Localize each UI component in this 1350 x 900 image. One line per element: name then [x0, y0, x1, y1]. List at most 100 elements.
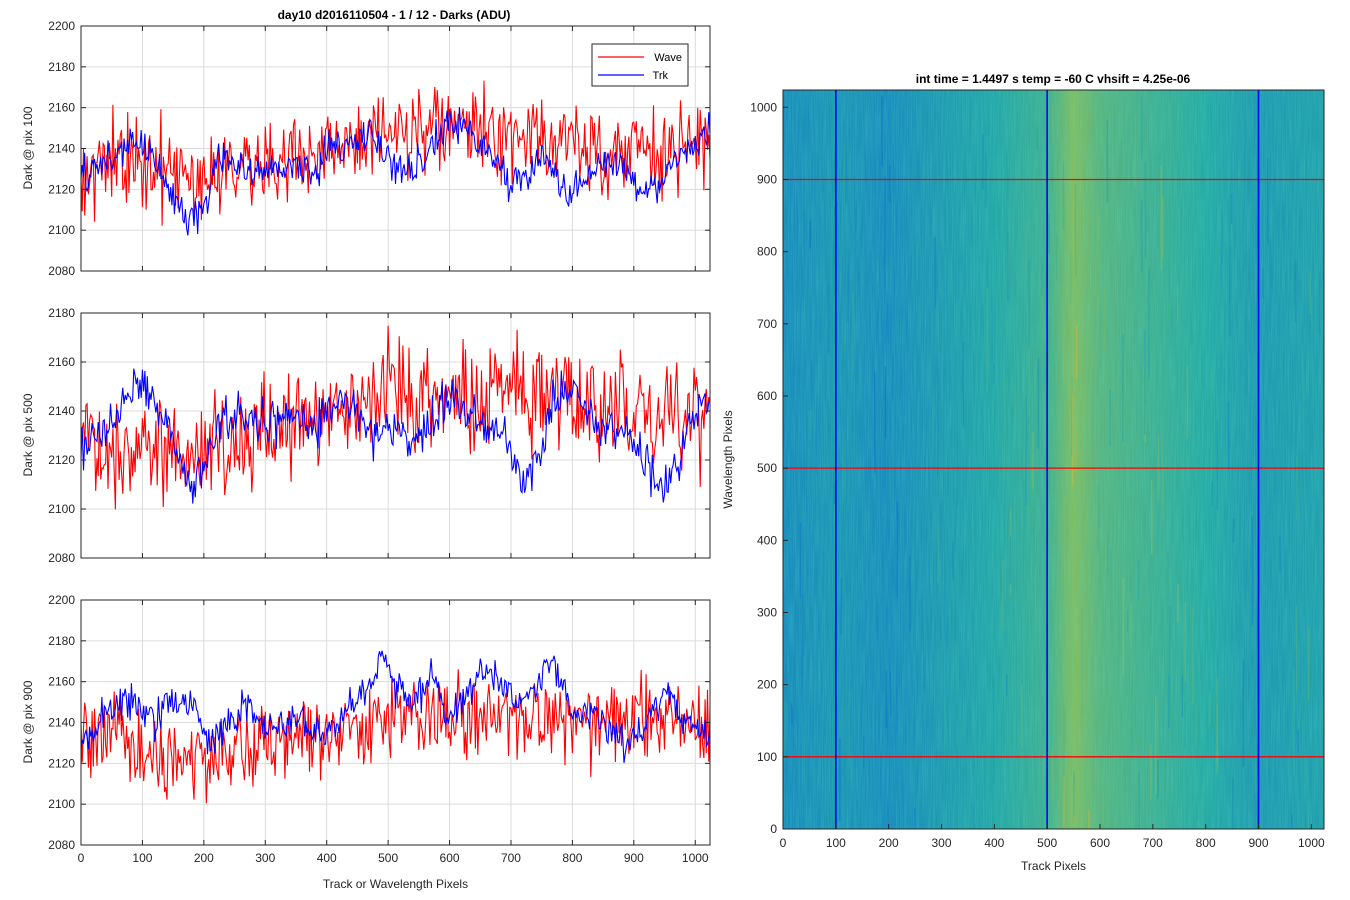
heatmap-streak	[1023, 482, 1025, 560]
heatmap-streak	[1063, 775, 1065, 829]
y-tick-label: 2080	[48, 264, 75, 278]
heatmap-streak	[796, 278, 799, 310]
heatmap-streak	[1322, 165, 1324, 245]
heatmap-streak	[1157, 760, 1159, 799]
heatmap-streak	[1176, 282, 1179, 325]
heatmap-streak	[890, 672, 892, 716]
heatmap-streak	[1251, 209, 1253, 279]
x-tick-label: 800	[562, 851, 582, 865]
heatmap-streak	[1052, 102, 1054, 144]
heatmap-streak	[874, 371, 876, 474]
heatmap-streak	[1272, 184, 1275, 211]
heatmap-streak	[991, 133, 994, 186]
heatmap-streak	[1107, 534, 1109, 574]
heatmap-streak	[860, 808, 862, 829]
heatmap-streak	[1292, 666, 1295, 776]
heatmap-streak	[1048, 214, 1050, 254]
heatmap-streak	[884, 390, 886, 488]
heatmap-streak	[1168, 674, 1170, 729]
heatmap-streak	[1307, 627, 1310, 700]
heatmap-streak	[876, 259, 879, 284]
heatmap-streak	[1132, 530, 1134, 559]
heatmap-streak	[1211, 481, 1213, 507]
heatmap-streak	[1317, 789, 1320, 829]
heatmap-streak	[896, 683, 898, 734]
heatmap-x-tick-label: 900	[1248, 836, 1268, 850]
heatmap-streak	[1155, 695, 1157, 795]
heatmap-streak	[827, 811, 830, 829]
x-tick-label: 100	[132, 851, 152, 865]
heatmap-texture	[783, 90, 1324, 829]
heatmap-streak	[1007, 231, 1009, 301]
heatmap-streak	[952, 541, 954, 580]
heatmap-streak	[1001, 560, 1004, 631]
heatmap-streak	[1092, 369, 1094, 478]
heatmap-streak	[1208, 772, 1210, 829]
heatmap-streak	[1069, 249, 1072, 305]
heatmap-streak	[852, 292, 854, 372]
heatmap-streak	[967, 393, 969, 444]
heatmap-streak	[1032, 432, 1034, 489]
heatmap-streak	[863, 735, 865, 768]
heatmap-streak	[833, 206, 835, 266]
heatmap-x-tick-label: 300	[931, 836, 951, 850]
heatmap-streak	[799, 522, 802, 599]
heatmap-streak	[1127, 609, 1129, 632]
y-tick-label: 2080	[48, 838, 75, 852]
x-tick-label: 400	[317, 851, 337, 865]
heatmap-streak	[850, 652, 852, 691]
heatmap-y-tick-label: 700	[757, 317, 777, 331]
y-axis-label: Dark @ pix 500	[21, 393, 35, 476]
heatmap-streak	[1063, 708, 1065, 807]
heatmap-y-tick-label: 800	[757, 245, 777, 259]
heatmap-chart: int time = 1.4497 s temp = -60 C vhsift …	[721, 72, 1325, 873]
heatmap-streak	[1057, 141, 1059, 178]
heatmap-streak	[1121, 139, 1123, 177]
heatmap-streak	[1051, 746, 1053, 799]
heatmap-streak	[1017, 507, 1019, 611]
heatmap-streak	[1309, 271, 1311, 314]
heatmap-x-tick-label: 200	[879, 836, 899, 850]
x-tick-label: 300	[255, 851, 275, 865]
heatmap-streak	[1063, 328, 1065, 382]
y-tick-label: 2140	[48, 404, 75, 418]
heatmap-streak	[896, 501, 898, 598]
heatmap-streak	[790, 406, 792, 456]
heatmap-streak	[1239, 501, 1242, 608]
heatmap-streak	[1098, 213, 1100, 312]
heatmap-streak	[1024, 222, 1027, 276]
heatmap-streak	[845, 135, 848, 203]
heatmap-streak	[1063, 495, 1065, 582]
heatmap-streak	[835, 202, 838, 294]
heatmap-streak	[1208, 609, 1210, 640]
heatmap-streak	[1318, 272, 1321, 333]
heatmap-streak	[1071, 394, 1074, 487]
heatmap-streak	[793, 655, 795, 750]
heatmap-streak	[807, 410, 810, 494]
heatmap-streak	[1295, 605, 1298, 691]
heatmap-streak	[1148, 268, 1150, 379]
heatmap-streak	[1028, 259, 1031, 347]
heatmap-streak	[1110, 548, 1112, 633]
heatmap-x-tick-label: 500	[1037, 836, 1057, 850]
heatmap-streak	[881, 96, 883, 166]
heatmap-streak	[1245, 323, 1247, 396]
heatmap-streak	[1104, 285, 1106, 349]
heatmap-streak	[1140, 96, 1143, 160]
y-tick-label: 2120	[48, 453, 75, 467]
heatmap-streak	[998, 279, 1000, 314]
heatmap-streak	[801, 593, 804, 678]
y-tick-label: 2200	[48, 19, 75, 33]
series-line-trk	[81, 650, 710, 763]
heatmap-streak	[852, 818, 854, 829]
heatmap-streak	[1186, 365, 1189, 439]
heatmap-streak	[1210, 369, 1212, 476]
heatmap-streak	[940, 640, 942, 716]
heatmap-streak	[829, 811, 831, 829]
heatmap-streak	[937, 525, 939, 583]
heatmap-streak	[1209, 693, 1211, 725]
heatmap-streak	[803, 723, 805, 782]
heatmap-y-tick-label: 200	[757, 678, 777, 692]
heatmap-streak	[1102, 793, 1105, 825]
heatmap-streak	[1000, 253, 1002, 327]
